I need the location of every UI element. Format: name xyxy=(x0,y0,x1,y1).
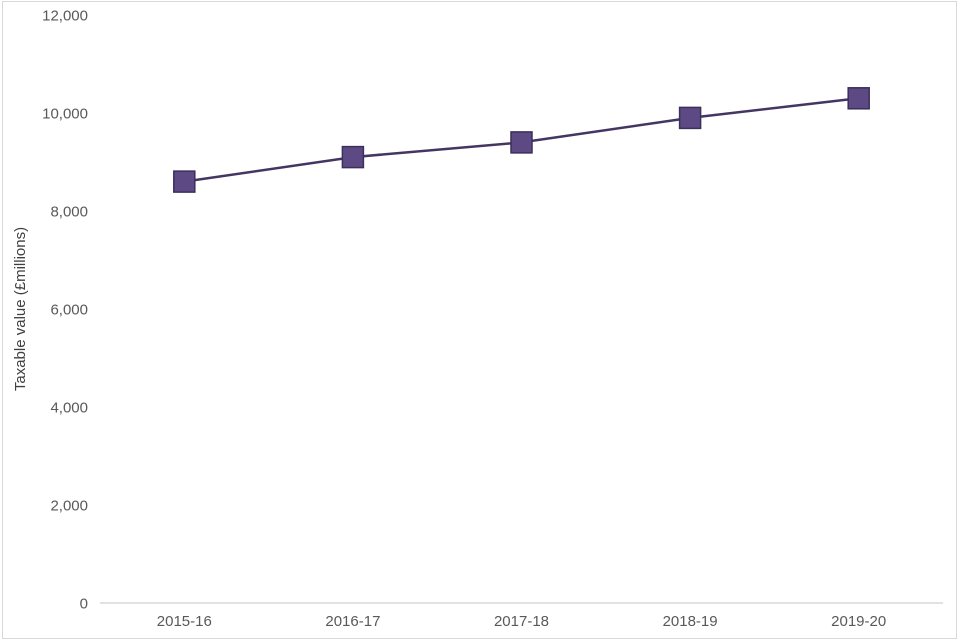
data-point-marker xyxy=(847,87,870,110)
y-tick-label: 10,000 xyxy=(42,105,88,122)
data-point-marker xyxy=(341,145,365,169)
y-tick-label: 8,000 xyxy=(50,203,88,220)
x-tick-label: 2017-18 xyxy=(494,613,549,630)
data-point-marker xyxy=(173,170,196,193)
y-axis-title: Taxable value (£millions) xyxy=(12,227,29,391)
y-tick-label: 12,000 xyxy=(42,7,88,24)
x-tick-label: 2015-16 xyxy=(157,613,212,630)
x-tick-label: 2019-20 xyxy=(831,613,886,630)
y-tick-label: 0 xyxy=(80,595,88,612)
data-point-marker xyxy=(510,131,533,154)
y-tick-label: 2,000 xyxy=(50,497,88,514)
y-tick-label: 6,000 xyxy=(50,301,88,318)
x-tick-label: 2016-17 xyxy=(325,613,380,630)
data-point-marker xyxy=(678,106,702,130)
x-tick-label: 2018-19 xyxy=(663,613,718,630)
y-tick-label: 4,000 xyxy=(50,399,88,416)
